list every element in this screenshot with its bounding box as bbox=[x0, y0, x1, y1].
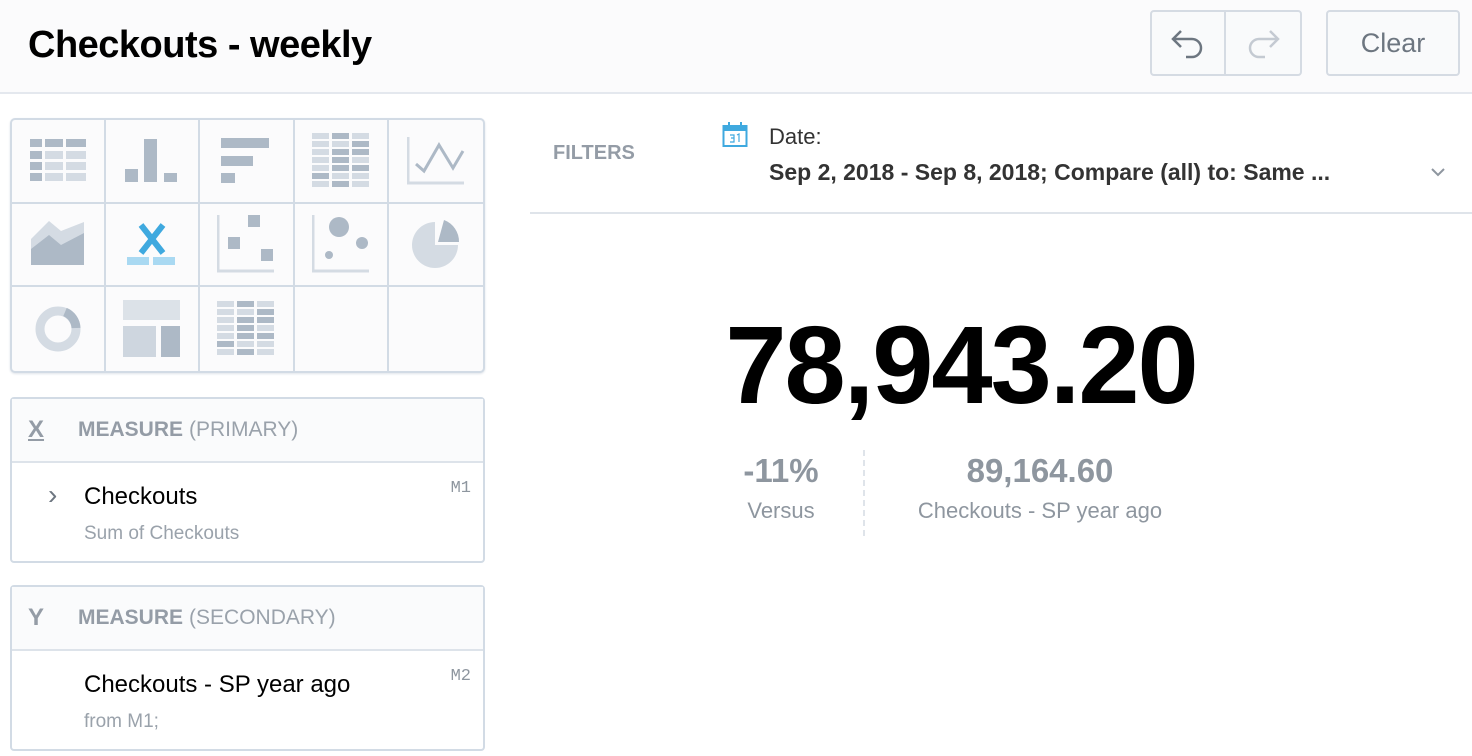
chevron-right-icon[interactable]: › bbox=[48, 479, 58, 510]
measure-id: M1 bbox=[450, 479, 471, 498]
page-title[interactable]: Checkouts - weekly bbox=[28, 24, 372, 66]
change-value: -11% bbox=[743, 452, 819, 489]
headline-primary-value: 78,943.20 bbox=[725, 304, 1198, 427]
calendar-icon bbox=[722, 122, 748, 147]
filters-divider bbox=[530, 212, 1472, 214]
pie-chart-icon bbox=[411, 220, 459, 269]
date-filter-value: Sep 2, 2018 - Sep 8, 2018; Compare (all)… bbox=[769, 159, 1331, 185]
area-chart-icon bbox=[31, 221, 85, 266]
header: Checkouts - weekly Clear bbox=[0, 0, 1472, 94]
column-chart-icon bbox=[125, 138, 178, 182]
measure-name: Checkouts - SP year ago bbox=[84, 671, 351, 698]
viz-bar-chart[interactable] bbox=[200, 120, 295, 204]
viz-treemap[interactable] bbox=[106, 287, 201, 371]
stat-divider bbox=[863, 450, 865, 536]
redo-icon bbox=[1248, 30, 1280, 59]
bar-chart-icon bbox=[221, 137, 270, 183]
table-icon bbox=[30, 138, 87, 181]
viz-line-chart[interactable] bbox=[388, 120, 483, 204]
measure-secondary-bucket: Y MEASURE (SECONDARY) Checkouts - SP yea… bbox=[10, 585, 485, 751]
measure-item-m1[interactable]: › Checkouts Sum of Checkouts M1 bbox=[12, 463, 483, 561]
visualization-type-picker bbox=[10, 118, 485, 373]
viz-column-chart[interactable] bbox=[106, 120, 201, 204]
donut-chart-icon bbox=[35, 306, 81, 352]
bucket-title: MEASURE bbox=[78, 606, 184, 629]
treemap-icon bbox=[123, 300, 181, 358]
undo-icon bbox=[1171, 30, 1203, 59]
bucket-qualifier: (PRIMARY) bbox=[189, 418, 299, 441]
bucket-title: MEASURE bbox=[78, 418, 184, 441]
viz-heatmap[interactable] bbox=[294, 120, 389, 204]
date-filter-label: Date: bbox=[769, 124, 822, 149]
secondary-label: Checkouts - SP year ago bbox=[917, 498, 1163, 523]
viz-pie-chart[interactable] bbox=[388, 204, 483, 288]
empty-cell bbox=[295, 287, 389, 371]
measure-subtitle: Sum of Checkouts bbox=[84, 523, 240, 544]
scatter-plot-icon bbox=[217, 215, 275, 273]
filters-label: FILTERS bbox=[553, 142, 635, 164]
undo-button[interactable] bbox=[1150, 10, 1226, 76]
empty-cell bbox=[389, 287, 483, 371]
pivot-table-icon bbox=[217, 301, 275, 356]
bubble-chart-icon bbox=[311, 215, 369, 273]
measure-primary-bucket: X MEASURE (PRIMARY) › Checkouts Sum of C… bbox=[10, 397, 485, 563]
redo-button[interactable] bbox=[1224, 10, 1302, 76]
change-label: Versus bbox=[747, 498, 815, 523]
measure-name: Checkouts bbox=[84, 483, 198, 510]
viz-table[interactable] bbox=[12, 120, 107, 204]
headline-secondary: 89,164.60 Checkouts - SP year ago bbox=[880, 452, 1200, 524]
headline-icon bbox=[127, 223, 176, 266]
measure-item-m2[interactable]: Checkouts - SP year ago from M1; M2 bbox=[12, 651, 483, 749]
bucket-letter-y: Y bbox=[28, 604, 45, 631]
viz-area-chart[interactable] bbox=[12, 203, 107, 288]
viz-scatter-plot[interactable] bbox=[200, 203, 295, 288]
bucket-letter-x: X bbox=[28, 416, 45, 443]
viz-headline[interactable] bbox=[106, 203, 201, 288]
chevron-down-icon[interactable] bbox=[1430, 166, 1446, 178]
bucket-qualifier: (SECONDARY) bbox=[189, 606, 336, 629]
line-chart-icon bbox=[406, 136, 465, 185]
measure-id: M2 bbox=[450, 667, 471, 686]
secondary-value: 89,164.60 bbox=[966, 452, 1114, 489]
measure-subtitle: from M1; bbox=[84, 711, 159, 732]
clear-button[interactable]: Clear bbox=[1326, 10, 1460, 76]
heatmap-icon bbox=[311, 132, 369, 187]
headline-change: -11% Versus bbox=[706, 452, 856, 524]
viz-pivot-table[interactable] bbox=[200, 287, 295, 371]
bucket-header: Y MEASURE (SECONDARY) bbox=[12, 587, 483, 651]
viz-donut-chart[interactable] bbox=[12, 287, 107, 371]
viz-bubble-chart[interactable] bbox=[294, 203, 389, 288]
bucket-header: X MEASURE (PRIMARY) bbox=[12, 399, 483, 463]
